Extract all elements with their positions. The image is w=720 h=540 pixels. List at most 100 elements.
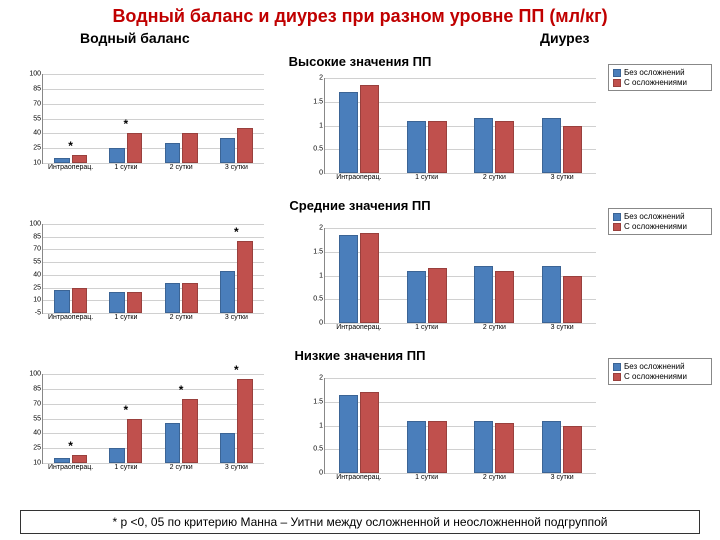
x-tick: 2 сутки	[170, 464, 193, 471]
bar-b	[428, 421, 447, 473]
bar-b	[237, 379, 252, 463]
bar-a	[474, 421, 493, 473]
bar-chart: 00.511.52Интраоперац.1 сутки2 сутки3 сут…	[300, 224, 600, 340]
y-tick: 85	[33, 85, 41, 92]
y-tick: 0.5	[313, 146, 323, 153]
bar-b	[72, 288, 87, 313]
bar-b	[127, 419, 142, 464]
x-tick: 2 сутки	[483, 324, 506, 331]
y-tick: -5	[35, 310, 41, 317]
legend-label-b: С осложнениями	[624, 78, 687, 87]
bar-b	[360, 85, 379, 173]
bar-chart: 00.511.52Интраоперац.1 сутки2 сутки3 сут…	[300, 74, 600, 190]
x-tick: 2 сутки	[170, 164, 193, 171]
y-tick: 10	[33, 160, 41, 167]
significance-star: *	[124, 117, 129, 131]
y-tick: 1	[319, 272, 323, 279]
legend: Без осложнений С осложнениями	[608, 358, 712, 385]
bar-a	[54, 290, 69, 313]
y-tick: 70	[33, 246, 41, 253]
y-tick: 85	[33, 233, 41, 240]
bar-a	[165, 143, 180, 163]
y-tick: 100	[29, 371, 41, 378]
x-tick: Интраоперац.	[336, 324, 381, 331]
bar-b	[127, 133, 142, 163]
x-tick: Интраоперац.	[336, 474, 381, 481]
y-tick: 10	[33, 297, 41, 304]
bar-a	[407, 121, 426, 173]
bar-b	[182, 399, 197, 463]
legend-label-b: С осложнениями	[624, 222, 687, 231]
y-tick: 2	[319, 225, 323, 232]
bar-b	[428, 121, 447, 173]
bar-a	[474, 266, 493, 323]
x-tick: 3 сутки	[225, 314, 248, 321]
y-tick: 1.5	[313, 398, 323, 405]
bar-a	[109, 292, 124, 313]
x-tick: Интраоперац.	[48, 464, 93, 471]
y-tick: 25	[33, 145, 41, 152]
y-tick: 25	[33, 284, 41, 291]
footnote: * p <0, 05 по критерию Манна – Уитни меж…	[20, 510, 700, 534]
x-tick: 1 сутки	[114, 164, 137, 171]
x-tick: 1 сутки	[415, 474, 438, 481]
bar-b	[495, 423, 514, 473]
bar-chart: 102540557085100Интраоперац.*1 сутки*2 су…	[18, 370, 268, 480]
y-tick: 0.5	[313, 446, 323, 453]
y-tick: 0.5	[313, 296, 323, 303]
y-tick: 0	[319, 170, 323, 177]
bar-a	[542, 421, 561, 473]
bar-b	[563, 426, 582, 474]
y-tick: 1.5	[313, 98, 323, 105]
y-tick: 85	[33, 385, 41, 392]
bar-a	[54, 458, 69, 463]
bar-a	[109, 448, 124, 463]
bar-b	[72, 155, 87, 163]
significance-star: *	[234, 225, 239, 239]
bar-a	[542, 266, 561, 323]
significance-star: *	[234, 363, 239, 377]
x-tick: 3 сутки	[551, 174, 574, 181]
bar-a	[220, 138, 235, 163]
x-tick: 3 сутки	[551, 474, 574, 481]
bar-b	[182, 283, 197, 313]
bar-chart: -5102540557085100Интраоперац.1 сутки2 су…	[18, 220, 268, 330]
bar-a	[542, 118, 561, 173]
x-tick: 1 сутки	[114, 464, 137, 471]
y-tick: 70	[33, 100, 41, 107]
bar-b	[237, 241, 252, 313]
y-tick: 0	[319, 320, 323, 327]
main-title: Водный баланс и диурез при разном уровне…	[0, 0, 720, 29]
bar-a	[339, 395, 358, 473]
y-tick: 40	[33, 430, 41, 437]
x-tick: 2 сутки	[483, 474, 506, 481]
legend-label-b: С осложнениями	[624, 372, 687, 381]
x-tick: 3 сутки	[225, 164, 248, 171]
x-tick: 3 сутки	[225, 464, 248, 471]
x-tick: 3 сутки	[551, 324, 574, 331]
bar-b	[127, 292, 142, 313]
bar-a	[220, 271, 235, 313]
y-tick: 40	[33, 271, 41, 278]
bar-a	[165, 283, 180, 313]
y-tick: 0	[319, 470, 323, 477]
bar-a	[54, 158, 69, 163]
bar-a	[109, 148, 124, 163]
y-tick: 70	[33, 400, 41, 407]
bar-b	[72, 455, 87, 463]
y-tick: 1	[319, 122, 323, 129]
bar-b	[182, 133, 197, 163]
y-tick: 2	[319, 75, 323, 82]
bar-a	[407, 271, 426, 323]
legend-label-a: Без осложнений	[624, 362, 685, 371]
y-tick: 25	[33, 445, 41, 452]
x-tick: Интраоперац.	[48, 314, 93, 321]
bar-b	[237, 128, 252, 163]
y-tick: 100	[29, 71, 41, 78]
col-header-left: Водный баланс	[80, 30, 190, 46]
y-tick: 55	[33, 415, 41, 422]
y-tick: 55	[33, 259, 41, 266]
bar-b	[563, 126, 582, 174]
bar-b	[428, 268, 447, 323]
x-tick: 1 сутки	[415, 324, 438, 331]
